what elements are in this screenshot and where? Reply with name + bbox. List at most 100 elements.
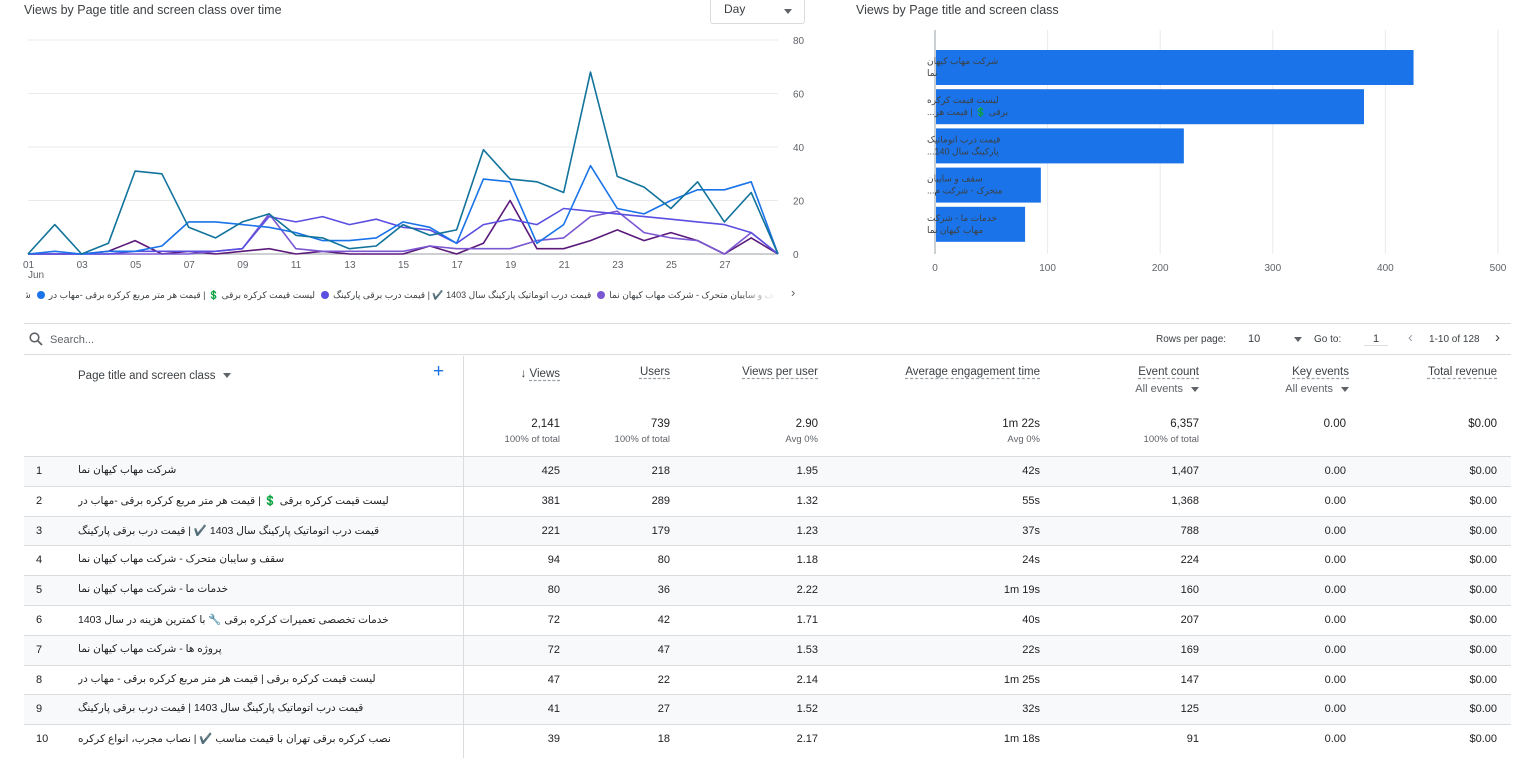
- chevron-down-icon: [1294, 337, 1302, 342]
- legend-item[interactable]: سقف و سایبان متحرک - شرکت مهاب کیهان نما: [597, 287, 786, 303]
- views-per-user-cell: 1.71: [796, 613, 818, 626]
- x-tick-label: 500: [1490, 263, 1507, 274]
- dimension-header[interactable]: Page title and screen class: [78, 370, 232, 382]
- revenue-cell: $0.00: [1469, 465, 1497, 477]
- period-select[interactable]: Day: [710, 0, 805, 24]
- event-count-filter[interactable]: All events: [1074, 383, 1199, 395]
- legend-dot: [321, 291, 330, 299]
- key-events-filter[interactable]: All events: [1244, 383, 1349, 395]
- x-tick-label: 200: [1152, 263, 1169, 274]
- search-input[interactable]: [50, 331, 350, 349]
- column-divider: [463, 516, 464, 546]
- table-row[interactable]: 2 لیست قیمت کرکره برقی 💲 | قیمت هر متر مر…: [24, 485, 1511, 516]
- views-total-sub: 100% of total: [504, 434, 560, 445]
- key-events-total: 0.00: [1244, 418, 1346, 430]
- engagement-cell: 32s: [1022, 703, 1040, 716]
- bar[interactable]: [936, 50, 1414, 85]
- table-row[interactable]: 4 سقف و سایبان متحرک - شرکت مهاب کیهان نم…: [24, 545, 1511, 576]
- revenue-cell: $0.00: [1469, 613, 1497, 626]
- page-title-cell: نصب کرکره برقی تهران با قیمت مناسب ✔️ | …: [78, 732, 458, 745]
- table-row[interactable]: 10 نصب کرکره برقی تهران با قیمت مناسب ✔️ …: [24, 724, 1511, 754]
- x-tick-label: 13: [344, 260, 356, 271]
- views-cell: 72: [547, 613, 560, 626]
- bar[interactable]: [936, 128, 1184, 164]
- chevron-right-icon[interactable]: ›: [1495, 329, 1500, 346]
- table-row[interactable]: 7 پروژه ها - شرکت مهاب کیهان نما 72 47 1.53 2…: [24, 634, 1511, 665]
- views-header[interactable]: ↓ Views: [500, 366, 560, 380]
- revenue-cell: $0.00: [1469, 703, 1497, 716]
- event-count-header[interactable]: Event count All events: [1074, 366, 1199, 395]
- revenue-header-label: Total revenue: [1427, 366, 1497, 378]
- event-count-cell: 224: [1180, 554, 1199, 567]
- page-title-cell: خدمات تخصصی تعمیرات کرکره برقی 🔧 با کمتر…: [78, 613, 458, 626]
- users-cell: 218: [651, 465, 670, 477]
- event-count-total-value: 6,357: [1170, 418, 1199, 430]
- bar[interactable]: [936, 89, 1365, 125]
- add-dimension-icon[interactable]: +: [433, 361, 445, 382]
- users-cell: 27: [657, 703, 670, 716]
- event-count-cell: 1,407: [1171, 465, 1199, 477]
- legend-label: شرکت مهاب کیهان نما: [26, 290, 31, 301]
- category-label: مهاب کیهان نما: [927, 225, 983, 235]
- key-events-header[interactable]: Key events All events: [1244, 366, 1349, 395]
- series-line-1[interactable]: [27, 164, 779, 255]
- page-title-cell: لیست قیمت کرکره برقی 💲 | قیمت هر متر مرب…: [78, 494, 458, 507]
- y-tick-label: 0: [793, 250, 799, 261]
- chevron-right-icon[interactable]: ›: [791, 285, 796, 300]
- users-cell: 22: [657, 673, 670, 686]
- table-row[interactable]: 8 لیست قیمت کرکره برقی | قیمت هر متر مربع…: [24, 664, 1511, 695]
- rows-per-page-label: Rows per page:: [1156, 334, 1227, 345]
- views-per-user-cell: 1.53: [796, 643, 818, 656]
- x-tick-label: 27: [719, 260, 731, 271]
- table-row[interactable]: 1 شرکت مهاب کیهان نما 425 218 1.95 42s 1,407 0.…: [24, 456, 1511, 486]
- users-header[interactable]: Users: [584, 366, 670, 378]
- table-row[interactable]: 3 قیمت درب اتوماتیک پارکینگ سال 1403 ✔️ |…: [24, 515, 1511, 546]
- line-chart-title: Views by Page title and screen class ove…: [24, 3, 282, 17]
- x-tick-label: 21: [559, 260, 571, 271]
- legend-item[interactable]: قیمت درب اتوماتیک پارکینگ سال 1403 ✔️ | …: [321, 287, 591, 303]
- chevron-left-icon[interactable]: ‹: [1408, 329, 1413, 346]
- series-line-4[interactable]: [28, 199, 779, 255]
- revenue-cell: $0.00: [1469, 733, 1497, 746]
- x-tick-label: 15: [398, 260, 410, 271]
- x-tick-label: 05: [130, 260, 142, 271]
- views-per-user-cell: 2.17: [796, 733, 818, 746]
- table-row[interactable]: 5 خدمات ما - شرکت مهاب کیهان نما 80 36 2.22 1…: [24, 575, 1511, 605]
- category-label: خدمات ما - شرکت: [927, 213, 997, 223]
- goto-input[interactable]: 1: [1364, 333, 1388, 346]
- page-title-text: قیمت درب اتوماتیک پارکینگ سال 1403 ✔️ | …: [78, 524, 380, 537]
- revenue-header[interactable]: Total revenue: [1384, 366, 1497, 378]
- bar[interactable]: [936, 206, 1026, 242]
- engagement-cell: 42s: [1022, 465, 1040, 477]
- revenue-cell: $0.00: [1469, 554, 1497, 567]
- bar[interactable]: [936, 167, 1041, 203]
- column-divider: [463, 635, 464, 665]
- legend-item[interactable]: شرکت مهاب کیهان نما: [26, 287, 31, 303]
- series-line-0[interactable]: [27, 71, 779, 255]
- views-total: 2,141 100% of total: [500, 418, 560, 445]
- views-cell: 47: [547, 673, 560, 686]
- chevron-down-icon: [1191, 386, 1199, 392]
- series-line-2[interactable]: [28, 207, 779, 255]
- x-tick-label: 17: [452, 260, 464, 271]
- rows-per-page-select[interactable]: 10: [1248, 333, 1302, 345]
- dimension-header-label: Page title and screen class: [78, 370, 216, 382]
- x-tick-label: 03: [77, 260, 89, 271]
- engagement-cell: 1m 19s: [1003, 584, 1040, 597]
- engagement-header[interactable]: Average engagement time: [854, 366, 1040, 378]
- event-count-cell: 91: [1186, 733, 1199, 746]
- table-row[interactable]: 6 خدمات تخصصی تعمیرات کرکره برقی 🔧 با کمت…: [24, 604, 1511, 635]
- table-toolbar: Rows per page: 10 Go to: 1 ‹ 1-10 of 128…: [24, 323, 1511, 355]
- category-label: نما: [927, 68, 937, 78]
- views-per-user-header[interactable]: Views per user: [704, 366, 818, 378]
- search-icon: [29, 332, 43, 346]
- x-tick-label: 09: [237, 260, 249, 271]
- table-row[interactable]: 9 قیمت درب اتوماتیک پارکینگ سال 1403 | قی…: [24, 694, 1511, 725]
- views-cell: 72: [547, 643, 560, 656]
- users-cell: 47: [657, 643, 670, 656]
- event-count-cell: 1,368: [1171, 494, 1199, 507]
- page-title-cell: سقف و سایبان متحرک - شرکت مهاب کیهان نما: [78, 553, 458, 565]
- legend-item[interactable]: لیست قیمت کرکره برقی 💲 | قیمت هر متر مرب…: [36, 287, 315, 303]
- table-header: Page title and screen class + ↓ Views Use…: [24, 356, 1511, 758]
- series-line-3[interactable]: [28, 210, 779, 255]
